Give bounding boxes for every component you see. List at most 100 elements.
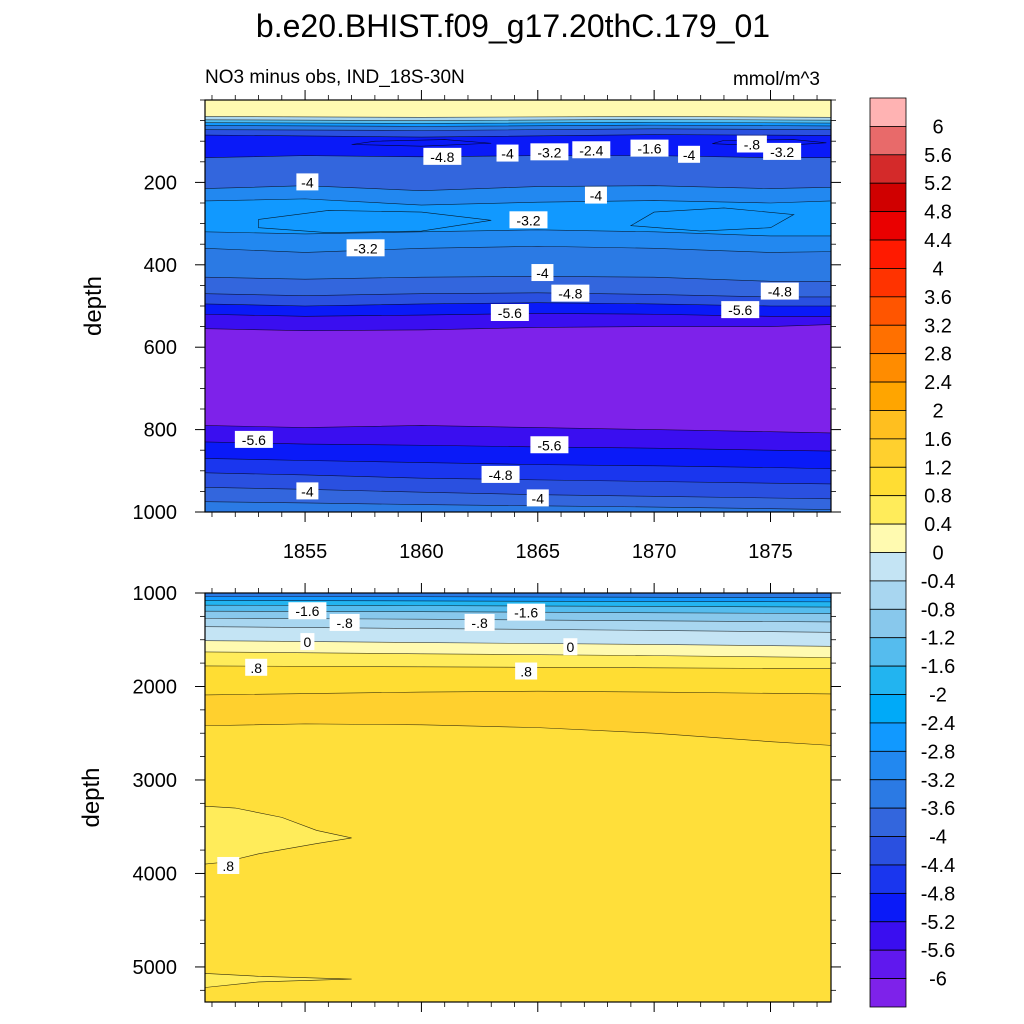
colorbar-swatch [869, 864, 907, 894]
contour-label-bg [515, 662, 538, 680]
upper-contour-line [205, 128, 831, 131]
upper-contour-label: -3.2 [509, 211, 548, 229]
y-tick-label: 600 [144, 337, 177, 359]
colorbar-swatch [869, 722, 907, 752]
upper-contour-label: -5.6 [234, 430, 273, 448]
upper-contour-line [205, 116, 831, 118]
contour-label-bg [678, 145, 701, 163]
y-tick-label: 3000 [133, 770, 178, 792]
colorbar-swatch [869, 750, 907, 781]
upper-contour-label: -3.2 [763, 142, 802, 160]
upper-contour-label: -2.4 [572, 141, 611, 159]
upper-contour-label: -4 [496, 144, 519, 162]
units-label: mmol/m^3 [733, 69, 820, 90]
contour-label-bg [721, 301, 760, 319]
upper-plot-area: -4.8 -4 -3.2 -2.4 -1.6 -4 -.8 -3.2 -4 -4 -3.2 -3.2 -… [205, 100, 831, 512]
colorbar-label: -3.2 [921, 770, 955, 792]
y-tick-label: 1000 [133, 583, 178, 605]
contour-label-bg [531, 264, 554, 282]
upper-contour-line [205, 229, 831, 237]
lower-contour-label: -1.6 [507, 603, 546, 621]
upper-contour-label: -3.2 [530, 143, 569, 161]
lower-contour-line [205, 617, 831, 623]
colorbar-swatch [869, 552, 907, 582]
x-tick-label: 1875 [748, 541, 793, 563]
lower-x-axis [211, 583, 818, 1012]
upper-contour-label: -4 [584, 186, 607, 204]
lower-contour-band [205, 723, 831, 1002]
upper-contour-line [205, 302, 831, 307]
colorbar-swatch [869, 438, 907, 468]
colorbar: 6 5.6 5.2 4.8 4.4 4 3.6 3.2 2.8 2.4 2 1.6 1.2 0.8 0.4 0… [869, 97, 955, 1008]
contour-label-bg [630, 139, 669, 157]
upper-y-axis-label: depth [80, 276, 107, 336]
colorbar-swatch [869, 694, 907, 724]
lower-y-axis-label: depth [78, 767, 105, 827]
colorbar-swatch [869, 239, 907, 269]
contour-label-bg [217, 856, 240, 874]
colorbar-swatch [869, 410, 907, 440]
contour-label-bg [464, 613, 495, 631]
contour-label-bg [245, 658, 268, 676]
upper-contour-line [205, 124, 831, 127]
upper-y-axis: 200 400 600 800 1000 [133, 99, 841, 524]
contour-label-text: -5.6 [537, 437, 561, 453]
upper-contour-line [205, 458, 831, 470]
colorbar-swatch [869, 665, 907, 695]
contour-label-text: -4 [590, 188, 603, 204]
colorbar-swatch [869, 211, 907, 241]
contour-label-bg [572, 141, 611, 159]
upper-contour-blob [351, 139, 492, 147]
colorbar-label: -2 [929, 685, 947, 707]
colorbar-label: 5.2 [924, 173, 952, 195]
contour-label-text: -4.8 [488, 467, 512, 483]
contour-label-bg [296, 482, 319, 500]
contour-label-bg [496, 144, 519, 162]
contour-label-bg [584, 186, 607, 204]
colorbar-label: 5.6 [924, 145, 952, 167]
colorbar-swatch [869, 154, 907, 184]
contour-label-text: -1.6 [514, 605, 538, 621]
lower-contour-line [205, 610, 831, 614]
upper-contour-label: -4 [296, 482, 319, 500]
lower-contour-line [205, 665, 831, 670]
colorbar-swatch [869, 97, 907, 127]
colorbar-swatch [869, 978, 907, 1008]
colorbar-swatch [869, 779, 907, 809]
contour-label-bg [481, 465, 520, 483]
colorbar-label: 0.4 [924, 514, 952, 536]
colorbar-label: -1.2 [921, 628, 955, 650]
y-tick-label: 2000 [133, 676, 178, 698]
upper-contour-line [205, 472, 831, 485]
upper-contour-line [205, 121, 831, 124]
contour-label-bg [530, 436, 569, 454]
contour-label-text: -5.6 [728, 302, 752, 318]
contour-label-bg [329, 613, 360, 631]
x-tick-label: 1870 [632, 541, 677, 563]
lower-contour-blob [205, 805, 352, 865]
lower-contour-line [205, 596, 831, 598]
lower-contour-label: -.8 [329, 613, 360, 631]
upper-x-axis: 1855 1860 1865 1870 1875 [211, 90, 818, 563]
colorbar-swatch [869, 608, 907, 639]
upper-contour-line [205, 245, 831, 253]
colorbar-swatch [869, 182, 907, 213]
upper-contour-line [205, 198, 831, 206]
colorbar-swatch [869, 296, 907, 326]
contour-label-bg [296, 173, 319, 191]
contour-label-text: -4 [683, 147, 696, 163]
contour-label-text: -4.8 [430, 149, 454, 165]
lower-contour-label: -1.6 [288, 602, 327, 620]
upper-contour-label: -4 [678, 145, 701, 163]
x-tick-label: 1855 [283, 541, 328, 563]
contour-label-text: -3.2 [354, 240, 378, 256]
lower-contour-label: 0 [300, 633, 315, 651]
upper-contour-band [205, 501, 831, 512]
contour-label-bg [763, 142, 802, 160]
lower-contour-label: .8 [217, 856, 240, 874]
upper-panel: -4.8 -4 -3.2 -2.4 -1.6 -4 -.8 -3.2 -4 -4 -3.2 -3.2 -… [80, 90, 841, 563]
upper-contour-line [205, 324, 831, 332]
upper-contour-label: -4 [296, 173, 319, 191]
upper-contour-label: -5.6 [721, 301, 760, 319]
upper-contour-label: -4.8 [481, 465, 520, 483]
